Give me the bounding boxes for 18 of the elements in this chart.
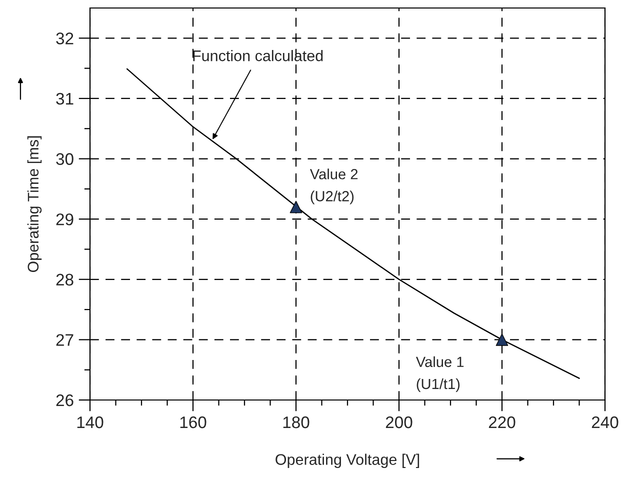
x-tick-label: 140 bbox=[77, 416, 104, 428]
x-tick-label: 180 bbox=[283, 416, 310, 428]
x-tick-label: 200 bbox=[386, 416, 412, 428]
y-tick-label: 28 bbox=[56, 274, 74, 286]
annotation: Value 1 (U1/t1) bbox=[416, 356, 464, 392]
x-tick-label: 160 bbox=[180, 416, 206, 428]
x-tick-label: 240 bbox=[592, 416, 618, 428]
y-tick-label: 29 bbox=[56, 213, 74, 226]
y-tick-label: 27 bbox=[56, 334, 74, 346]
y-tick-label: 26 bbox=[56, 394, 74, 406]
annotation: Value 2 (U2/t2) bbox=[310, 168, 358, 204]
y-tick-label: 31 bbox=[56, 92, 74, 105]
y-tick-label: 30 bbox=[56, 153, 74, 165]
x-tick-label: 220 bbox=[488, 416, 516, 428]
y-tick-label: 32 bbox=[56, 32, 74, 44]
y-axis-title: Operating Time [ms] bbox=[27, 136, 42, 272]
x-axis-title: Operating Voltage [V] bbox=[276, 454, 420, 468]
annotation: Function calculated bbox=[193, 50, 323, 62]
